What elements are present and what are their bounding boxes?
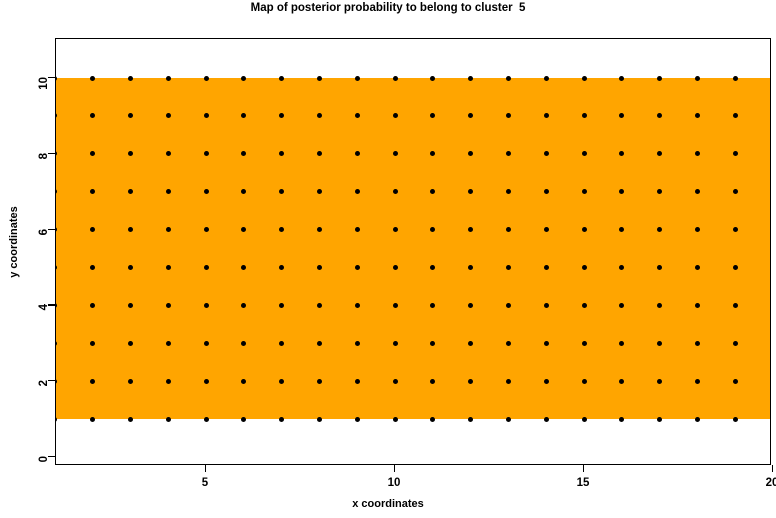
grid-point [771, 189, 772, 194]
grid-point [771, 113, 772, 118]
x-axis-tick-label: 5 [201, 477, 209, 489]
x-axis-tick-label: 10 [387, 477, 401, 489]
grid-point [771, 379, 772, 384]
grid-point [771, 227, 772, 232]
y-axis-tick [48, 456, 55, 458]
y-axis-tick-label: 2 [38, 380, 50, 387]
x-axis-tick [772, 465, 774, 472]
grid-point [771, 76, 772, 81]
grid-point [771, 151, 772, 156]
x-axis-tick [205, 465, 207, 472]
posterior-probability-raster [56, 78, 770, 420]
grid-point [771, 265, 772, 270]
y-axis-tick [48, 380, 55, 382]
y-axis-tick-label: 0 [38, 456, 50, 463]
y-axis-tick-label: 10 [38, 77, 50, 90]
grid-point [771, 417, 772, 422]
y-axis-tick [48, 152, 55, 154]
y-axis-label: y coordinates [8, 206, 20, 278]
page-title: Map of posterior probability to belong t… [250, 2, 526, 14]
x-axis-tick [394, 465, 396, 472]
x-axis-tick-label: 20 [765, 477, 776, 489]
y-axis-tick [48, 228, 55, 230]
y-axis-tick-label: 6 [38, 228, 50, 235]
y-axis-tick-label: 4 [38, 304, 50, 311]
y-axis-tick [48, 304, 55, 306]
plot-area [55, 38, 771, 465]
x-axis-tick [583, 465, 585, 472]
y-axis-tick-label: 8 [38, 152, 50, 160]
y-axis-tick [48, 77, 55, 79]
x-axis-tick-label: 15 [576, 477, 590, 489]
grid-point [771, 341, 772, 346]
grid-point [771, 303, 772, 308]
x-axis-label: x coordinates [352, 498, 424, 510]
